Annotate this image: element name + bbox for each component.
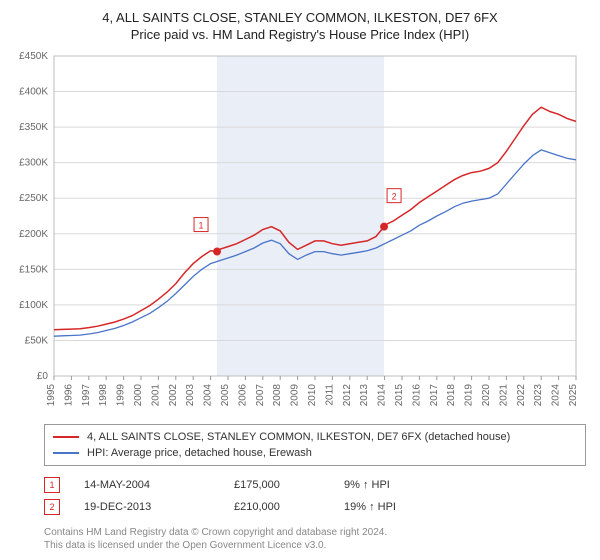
svg-text:2016: 2016 xyxy=(411,384,422,407)
svg-text:£50K: £50K xyxy=(25,335,49,346)
sale-diff-2: 19% ↑ HPI xyxy=(344,501,464,513)
svg-text:1998: 1998 xyxy=(98,384,109,407)
svg-text:2019: 2019 xyxy=(464,384,475,407)
svg-text:2005: 2005 xyxy=(220,384,231,407)
footer-line2: This data is licensed under the Open Gov… xyxy=(44,539,586,552)
sale-price-1: £175,000 xyxy=(234,479,344,491)
svg-text:2003: 2003 xyxy=(185,384,196,407)
svg-text:2: 2 xyxy=(392,192,397,202)
svg-text:£150K: £150K xyxy=(19,264,48,275)
svg-text:2022: 2022 xyxy=(516,384,527,407)
chart-container: 4, ALL SAINTS CLOSE, STANLEY COMMON, ILK… xyxy=(0,0,600,552)
svg-text:2013: 2013 xyxy=(359,384,370,407)
svg-text:2017: 2017 xyxy=(429,384,440,407)
chart-svg: £0 £50K £100K £150K £200K £250K £300K £350K £400… xyxy=(10,48,590,418)
svg-text:2015: 2015 xyxy=(394,384,405,407)
title-line2: Price paid vs. HM Land Registry's House … xyxy=(0,27,600,42)
svg-text:2014: 2014 xyxy=(377,384,388,407)
svg-text:2012: 2012 xyxy=(342,384,353,407)
sale-marker-1: 1 xyxy=(44,477,60,493)
svg-text:2011: 2011 xyxy=(324,384,335,406)
sale-row-2: 2 19-DEC-2013 £210,000 19% ↑ HPI xyxy=(44,496,586,518)
svg-text:2023: 2023 xyxy=(533,384,544,407)
svg-text:2020: 2020 xyxy=(481,384,492,407)
svg-text:2006: 2006 xyxy=(237,384,248,407)
sale-marker-2: 2 xyxy=(44,499,60,515)
svg-text:£350K: £350K xyxy=(19,122,48,133)
svg-text:1995: 1995 xyxy=(46,384,57,407)
svg-text:1: 1 xyxy=(199,221,204,231)
chart-area: £0 £50K £100K £150K £200K £250K £300K £350K £400… xyxy=(10,48,590,418)
legend-row-property: 4, ALL SAINTS CLOSE, STANLEY COMMON, ILK… xyxy=(53,429,577,445)
svg-text:2024: 2024 xyxy=(551,384,562,407)
svg-text:2021: 2021 xyxy=(498,384,509,407)
svg-text:2018: 2018 xyxy=(446,384,457,407)
legend-swatch-property xyxy=(53,436,79,438)
svg-text:2007: 2007 xyxy=(255,384,266,407)
svg-text:£250K: £250K xyxy=(19,193,48,204)
footer: Contains HM Land Registry data © Crown c… xyxy=(44,526,586,552)
sale-diff-1: 9% ↑ HPI xyxy=(344,479,464,491)
title-line1: 4, ALL SAINTS CLOSE, STANLEY COMMON, ILK… xyxy=(0,10,600,25)
svg-text:£300K: £300K xyxy=(19,158,48,169)
svg-text:£200K: £200K xyxy=(19,229,48,240)
legend-swatch-hpi xyxy=(53,452,79,454)
svg-text:1997: 1997 xyxy=(81,384,92,407)
legend-label-hpi: HPI: Average price, detached house, Erew… xyxy=(87,447,312,459)
svg-text:2004: 2004 xyxy=(203,384,214,407)
svg-text:£100K: £100K xyxy=(19,300,48,311)
svg-text:2002: 2002 xyxy=(168,384,179,407)
title-block: 4, ALL SAINTS CLOSE, STANLEY COMMON, ILK… xyxy=(0,0,600,48)
svg-text:£450K: £450K xyxy=(19,51,48,62)
svg-text:2001: 2001 xyxy=(150,384,161,407)
footer-line1: Contains HM Land Registry data © Crown c… xyxy=(44,526,586,539)
svg-text:2000: 2000 xyxy=(133,384,144,407)
legend-box: 4, ALL SAINTS CLOSE, STANLEY COMMON, ILK… xyxy=(44,424,586,466)
legend-row-hpi: HPI: Average price, detached house, Erew… xyxy=(53,445,577,461)
svg-text:1999: 1999 xyxy=(116,384,127,407)
svg-text:£400K: £400K xyxy=(19,87,48,98)
svg-text:2009: 2009 xyxy=(290,384,301,407)
svg-text:2025: 2025 xyxy=(568,384,579,407)
svg-text:2010: 2010 xyxy=(307,384,318,407)
svg-text:2008: 2008 xyxy=(272,384,283,407)
svg-text:1996: 1996 xyxy=(63,384,74,407)
legend-label-property: 4, ALL SAINTS CLOSE, STANLEY COMMON, ILK… xyxy=(87,431,510,443)
sale-date-2: 19-DEC-2013 xyxy=(84,501,234,513)
sale-row-1: 1 14-MAY-2004 £175,000 9% ↑ HPI xyxy=(44,474,586,496)
sales-table: 1 14-MAY-2004 £175,000 9% ↑ HPI 2 19-DEC… xyxy=(44,474,586,518)
svg-text:£0: £0 xyxy=(37,371,49,382)
sale-price-2: £210,000 xyxy=(234,501,344,513)
sale-date-1: 14-MAY-2004 xyxy=(84,479,234,491)
